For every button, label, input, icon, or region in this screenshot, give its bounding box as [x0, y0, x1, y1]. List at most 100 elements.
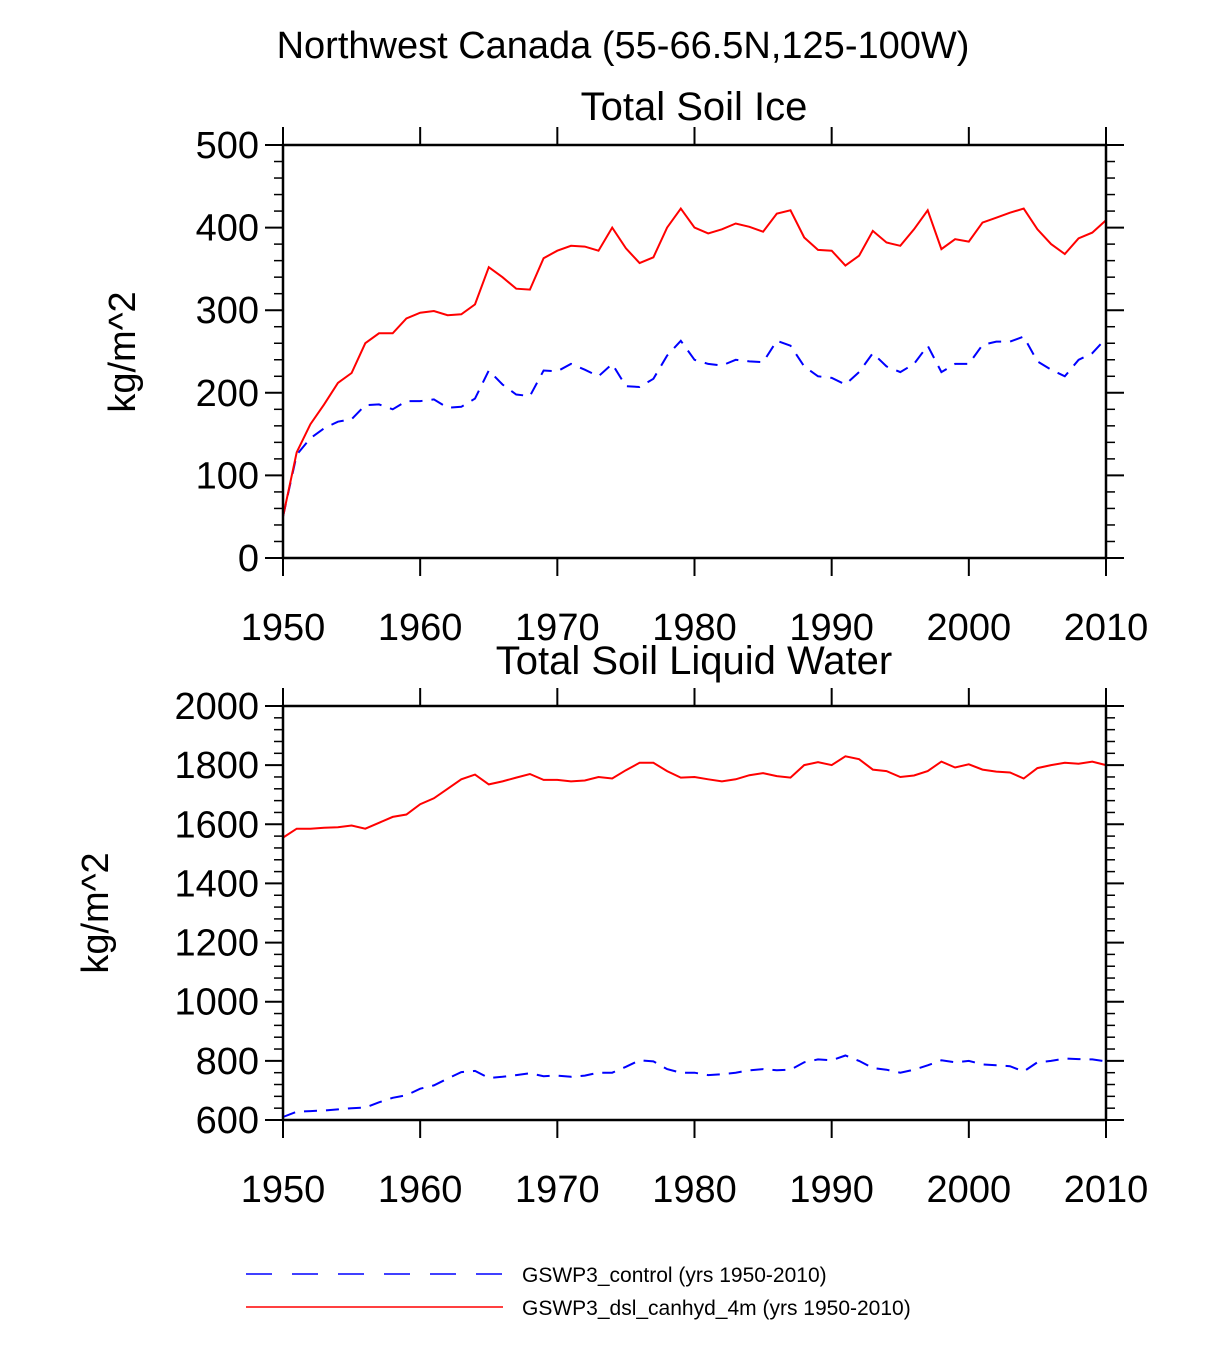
soil-liquid-water-data-point — [721, 781, 723, 783]
soil-liquid-water-data-point — [461, 779, 463, 781]
soil-liquid-water-data-point — [639, 1059, 641, 1061]
soil-ice-data-point — [1037, 361, 1039, 363]
soil-ice-data-point — [845, 265, 847, 267]
soil-ice-data-point — [968, 363, 970, 365]
soil-ice-data-point — [1064, 253, 1066, 255]
soil-ice-data-point — [529, 395, 531, 397]
soil-ice-data-point — [749, 361, 751, 363]
soil-ice-data-point — [365, 404, 367, 406]
soil-liquid-water-data-point — [433, 1085, 435, 1087]
soil-liquid-water-data-point — [570, 781, 572, 783]
soil-ice-data-point — [735, 223, 737, 225]
soil-liquid-water-plot-frame — [281, 704, 1108, 1122]
soil-ice-data-point — [406, 318, 408, 320]
soil-liquid-water-data-point — [872, 1067, 874, 1069]
soil-ice-data-point — [954, 238, 956, 240]
soil-liquid-water-data-point — [1091, 1059, 1093, 1061]
soil-liquid-water-data-point — [982, 1064, 984, 1066]
soil-ice-y-tick-label: 300 — [196, 290, 259, 332]
soil-liquid-water-y-tick-label: 2000 — [174, 686, 259, 728]
soil-liquid-water-data-point — [625, 769, 627, 771]
soil-liquid-water-data-point — [515, 1074, 517, 1076]
soil-ice-y-tick-label: 500 — [196, 125, 259, 167]
soil-ice-data-point — [1091, 352, 1093, 354]
soil-liquid-water-data-point — [817, 1059, 819, 1061]
soil-liquid-water-data-point — [310, 1110, 312, 1112]
soil-ice-data-point — [337, 382, 339, 384]
soil-ice-data-point — [1050, 369, 1052, 371]
soil-ice-data-point — [502, 276, 504, 278]
soil-liquid-water-data-point — [323, 1110, 325, 1112]
soil-liquid-water-x-tick-label: 1980 — [652, 1169, 737, 1211]
soil-ice-data-point — [872, 230, 874, 232]
soil-liquid-water-data-point — [1009, 772, 1011, 774]
soil-ice-data-point — [515, 394, 517, 396]
soil-ice-data-point — [790, 345, 792, 347]
soil-ice-y-tick-label: 200 — [196, 373, 259, 415]
soil-liquid-water-data-point — [995, 1064, 997, 1066]
soil-liquid-water-data-point — [666, 1068, 668, 1070]
soil-ice-x-tick-label: 1950 — [241, 607, 326, 649]
soil-liquid-water-x-tick-label: 1960 — [378, 1169, 463, 1211]
soil-ice-data-point — [515, 288, 517, 290]
soil-liquid-water-data-point — [707, 779, 709, 781]
soil-ice-data-point — [584, 369, 586, 371]
soil-liquid-water-x-tick-label: 2010 — [1064, 1169, 1149, 1211]
soil-liquid-water-data-point — [762, 772, 764, 774]
soil-ice-data-point — [803, 366, 805, 368]
soil-ice-data-point — [845, 384, 847, 386]
soil-ice-data-point — [721, 228, 723, 230]
soil-liquid-water-data-point — [899, 1072, 901, 1074]
soil-ice-data-point — [323, 428, 325, 430]
soil-ice-data-point — [749, 226, 751, 228]
soil-liquid-water-data-point — [831, 764, 833, 766]
soil-ice-data-point — [680, 340, 682, 342]
soil-liquid-water-data-point — [488, 784, 490, 786]
soil-liquid-water-data-point — [803, 764, 805, 766]
soil-ice-data-point — [310, 423, 312, 425]
soil-liquid-water-data-point — [653, 1061, 655, 1063]
soil-ice-data-point — [707, 363, 709, 365]
soil-liquid-water-data-point — [927, 770, 929, 772]
soil-ice-series-line-control — [282, 335, 1107, 517]
soil-ice-data-point — [913, 363, 915, 365]
soil-liquid-water-data-point — [502, 1076, 504, 1078]
soil-ice-data-point — [598, 250, 600, 252]
soil-ice-data-point — [639, 262, 641, 264]
soil-liquid-water-data-point — [845, 1055, 847, 1057]
soil-ice-data-point — [995, 217, 997, 219]
soil-ice-data-point — [406, 400, 408, 402]
soil-liquid-water-data-point — [378, 822, 380, 824]
soil-ice-data-point — [927, 345, 929, 347]
soil-ice-x-tick-label: 1990 — [789, 607, 874, 649]
soil-liquid-water-data-point — [899, 776, 901, 778]
soil-liquid-water-data-point — [529, 1072, 531, 1074]
soil-ice-x-tick-label: 1960 — [378, 607, 463, 649]
soil-ice-data-point — [817, 249, 819, 251]
soil-ice-data-point — [1091, 232, 1093, 234]
soil-liquid-water-data-point — [543, 779, 545, 781]
soil-liquid-water-data-point — [886, 770, 888, 772]
soil-ice-y-tick-label: 100 — [196, 455, 259, 497]
soil-liquid-water-data-point — [721, 1073, 723, 1075]
soil-ice-data-point — [488, 370, 490, 372]
soil-ice-data-point — [817, 375, 819, 377]
soil-ice-series-line-dsl-canhyd — [282, 206, 1107, 517]
soil-ice-data-point — [694, 359, 696, 361]
soil-liquid-water-y-tick-label: 1600 — [174, 804, 259, 846]
soil-ice-data-point — [653, 378, 655, 380]
soil-ice-data-point — [776, 340, 778, 342]
soil-liquid-water-data-point — [529, 773, 531, 775]
legend-label-dsl-canhyd: GSWP3_dsl_canhyd_4m (yrs 1950-2010) — [522, 1297, 911, 1320]
soil-liquid-water-data-point — [790, 1069, 792, 1071]
soil-liquid-water-data-point — [378, 1101, 380, 1103]
soil-ice-data-point — [790, 209, 792, 211]
soil-liquid-water-data-point — [584, 780, 586, 782]
soil-liquid-water-data-point — [803, 1062, 805, 1064]
legend-label-control: GSWP3_control (yrs 1950-2010) — [522, 1264, 827, 1287]
soil-liquid-water-data-point — [433, 797, 435, 799]
soil-liquid-water-data-point — [694, 776, 696, 778]
soil-liquid-water-data-point — [351, 1107, 353, 1109]
soil-ice-data-point — [886, 242, 888, 244]
soil-liquid-water-data-point — [419, 803, 421, 805]
